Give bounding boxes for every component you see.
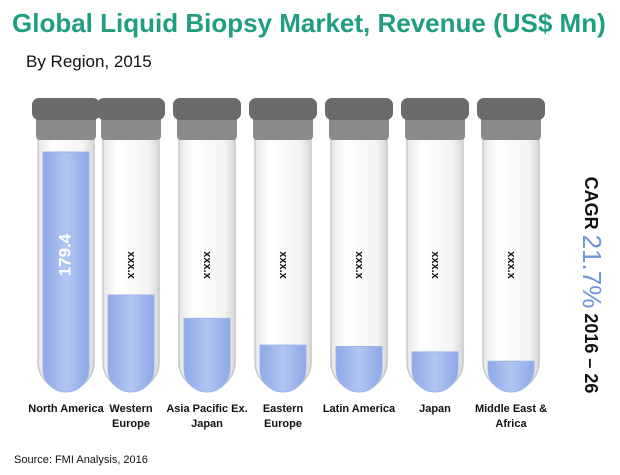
liquid [107,294,155,393]
tube-cap [477,98,545,120]
value-label: xxx.x [353,251,365,279]
tube-cap [32,98,100,120]
x-tick-label: Asia Pacific Ex. Japan [166,403,248,430]
tube-cap-collar [329,114,389,140]
tube-cap-collar [405,114,465,140]
liquid [183,317,231,393]
liquid [487,360,535,393]
cagr-label: CAGR [581,177,601,230]
chart-title: Global Liquid Biopsy Market, Revenue (US… [12,8,606,38]
value-label: xxx.x [125,251,137,279]
liquid [335,346,383,393]
chart-subtitle: By Region, 2015 [26,52,152,71]
tube-cap [249,98,317,120]
tube-cap [325,98,393,120]
x-tick-label: Japan [419,403,451,415]
tube-cap [97,98,165,120]
value-label: xxx.x [201,251,213,279]
tube-cap-collar [36,114,96,140]
value-label: xxx.x [429,251,441,279]
tube-cap [173,98,241,120]
value-label: xxx.x [277,251,289,279]
liquid [411,351,459,393]
liquid [42,151,90,393]
x-tick-label: North America [28,403,104,415]
value-label: 179.4 [55,233,74,276]
cagr-value: 21.7% [577,235,607,309]
cagr-period: 2016 – 26 [581,313,601,393]
tube-cap-collar [481,114,541,140]
x-tick-label: Latin America [322,403,396,415]
x-tick-label: Middle East & Africa [474,403,548,430]
tube-cap-collar [253,114,313,140]
value-label: xxx.x [505,251,517,279]
liquid [259,344,307,393]
cagr: CAGR 21.7% 2016 – 26 [577,177,607,394]
x-tick-label: Eastern Europe [262,403,304,430]
tube-cap-collar [177,114,237,140]
source: Source: FMI Analysis, 2016 [14,454,148,466]
x-tick-label: Western Europe [109,403,153,430]
tube-cap-collar [101,114,161,140]
tube-cap [401,98,469,120]
